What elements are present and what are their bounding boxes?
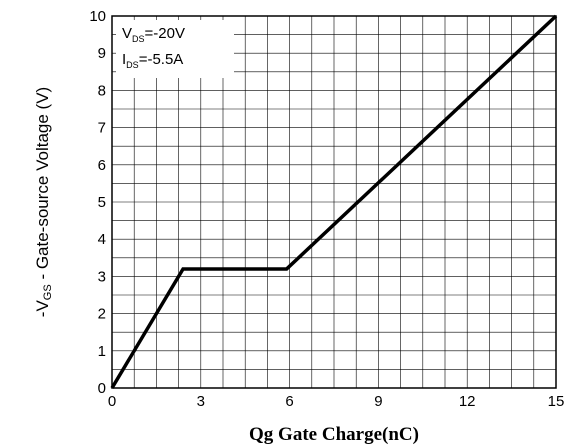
series-line	[110, 14, 558, 389]
y-axis-label-prefix: -V	[33, 300, 52, 318]
x-tick-label: 12	[459, 393, 476, 410]
y-axis-label-sub: GS	[42, 284, 54, 300]
y-tick-label: 4	[98, 231, 106, 248]
annotation-ids-value: =-5.5A	[139, 51, 184, 68]
annotation-vds-sub: DS	[132, 34, 145, 44]
annotation-background	[116, 20, 234, 78]
x-tick-label: 15	[548, 393, 565, 410]
x-tick-label: 6	[285, 393, 293, 410]
y-tick-label: 2	[98, 306, 106, 323]
series	[110, 14, 558, 389]
y-tick-label: 1	[98, 343, 106, 360]
annotation-ids-symbol: I	[122, 51, 126, 68]
x-axis-label: Qg Gate Charge(nC)	[249, 424, 419, 445]
x-tick-label: 3	[197, 393, 205, 410]
y-tick-label: 7	[98, 120, 106, 137]
y-axis-label-suffix: - Gate-source Voltage (V)	[33, 87, 52, 284]
x-tick-label: 9	[374, 393, 382, 410]
y-axis-label: -VGS - Gate-source Voltage (V)	[33, 87, 54, 317]
y-tick-label: 3	[98, 268, 106, 285]
x-tick-label: 0	[108, 393, 116, 410]
annotation-vds-symbol: V	[122, 25, 132, 42]
y-tick-label: 8	[98, 82, 106, 99]
y-tick-label: 9	[98, 45, 106, 62]
annotation-vds: VDS=-20V	[122, 25, 185, 44]
annotation-ids: IDS=-5.5A	[122, 51, 183, 70]
y-tick-label: 5	[98, 194, 106, 211]
annotation-ids-sub: DS	[126, 60, 139, 70]
annotation-box: VDS=-20V IDS=-5.5A	[116, 20, 234, 78]
y-tick-label: 6	[98, 157, 106, 174]
y-tick-label: 0	[98, 380, 106, 397]
plot-frame	[111, 15, 557, 389]
annotation-vds-value: =-20V	[145, 25, 185, 42]
y-tick-label: 10	[89, 8, 106, 25]
grid	[112, 16, 556, 388]
